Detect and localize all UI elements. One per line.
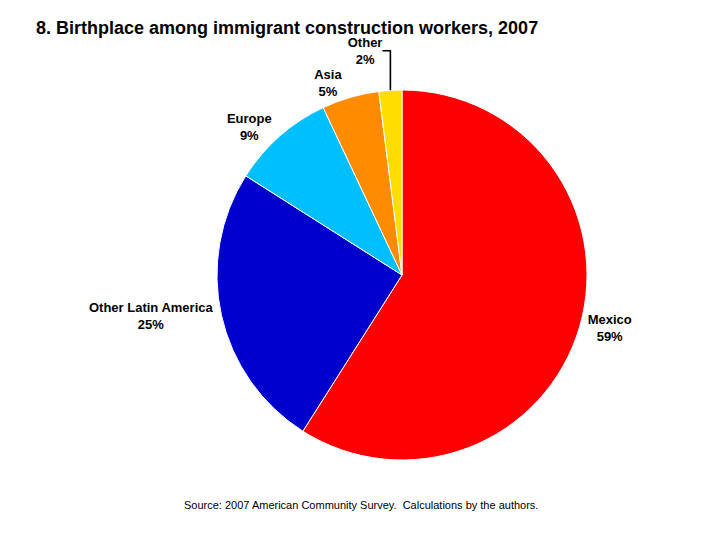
svg-text:Asia5%: Asia5% [314, 67, 342, 99]
svg-text:Other Latin America25%: Other Latin America25% [89, 300, 214, 332]
svg-text:Source: 2007 American Communit: Source: 2007 American Community Survey. … [184, 499, 538, 511]
svg-text:Other2%: Other2% [348, 35, 383, 67]
svg-text:Europe9%: Europe9% [227, 111, 272, 143]
svg-text:Mexico59%: Mexico59% [588, 312, 632, 344]
svg-text:8. Birthplace among immigrant: 8. Birthplace among immigrant constructi… [36, 18, 538, 38]
